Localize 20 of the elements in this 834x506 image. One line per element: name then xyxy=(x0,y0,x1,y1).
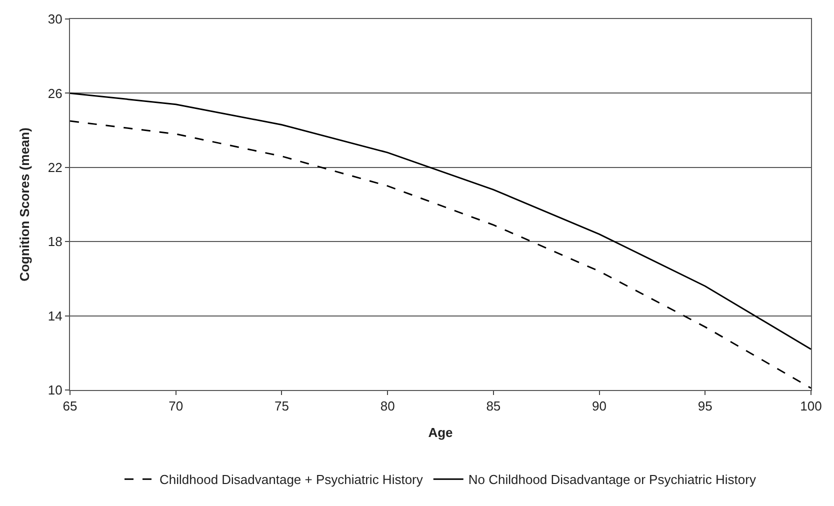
y-tick-label: 22 xyxy=(48,160,62,175)
y-tick-label: 18 xyxy=(48,234,62,250)
x-tick-label: 85 xyxy=(486,398,501,414)
legend-label: Childhood Disadvantage + Psychiatric History xyxy=(160,472,424,488)
legend-label: No Childhood Disadvantage or Psychiatric History xyxy=(468,472,756,488)
x-axis-title: Age xyxy=(428,425,453,440)
y-tick-label: 10 xyxy=(48,382,62,398)
x-tick-label: 70 xyxy=(168,398,184,414)
y-tick-label: 30 xyxy=(48,12,62,27)
x-tick-label: 75 xyxy=(274,398,289,414)
x-tick-label: 95 xyxy=(698,398,712,414)
y-axis-title: Cognition Scores (mean) xyxy=(16,128,32,282)
line-series xyxy=(70,92,811,350)
x-tick-label: 90 xyxy=(592,398,607,414)
y-tick-label: 26 xyxy=(48,86,62,101)
y-tick-label: 14 xyxy=(48,308,62,324)
x-tick-label: 100 xyxy=(800,398,822,414)
line-series xyxy=(70,120,811,389)
x-tick-label: 65 xyxy=(62,398,78,414)
x-tick-label: 80 xyxy=(380,398,395,414)
